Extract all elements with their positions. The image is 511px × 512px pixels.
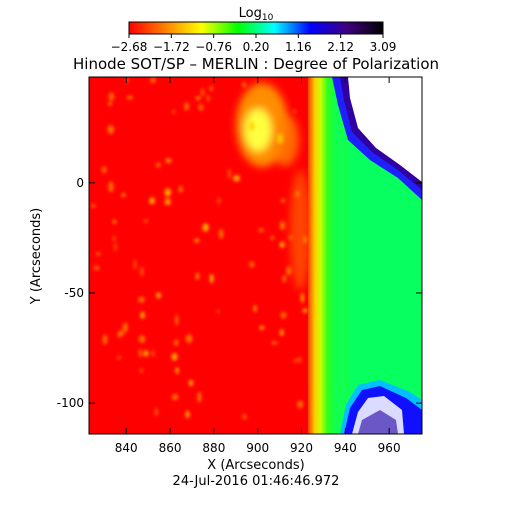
x-axis-label: X (Arcseconds)	[207, 458, 304, 473]
colorbar	[128, 21, 384, 35]
colorbar-tick-label: −1.72	[153, 40, 190, 54]
heatmap	[89, 77, 422, 434]
y-axis: 0 -50 -100	[57, 176, 422, 410]
y-tick-label: 0	[76, 176, 84, 190]
colorbar-tick-label: 0.20	[243, 40, 270, 54]
x-tick-label: 860	[159, 441, 182, 455]
heatmap-region-limb	[308, 77, 336, 434]
x-tick-label: 960	[378, 441, 401, 455]
plot-frame	[88, 76, 423, 435]
x-tick-label: 900	[246, 441, 269, 455]
colorbar-tick-label: 1.16	[285, 40, 312, 54]
colorbar-label: Log10	[239, 6, 274, 23]
heatmap-region-nodata-bottom	[340, 380, 422, 434]
x-tick-label: 840	[115, 441, 138, 455]
x-tick-label: 880	[202, 441, 225, 455]
footer-timestamp: 24-Jul-2016 01:46:46.972	[173, 474, 340, 489]
heatmap-speckles	[91, 77, 308, 420]
colorbar-tick-label: 2.12	[327, 40, 354, 54]
heatmap-region-bright-network	[236, 83, 310, 290]
heatmap-region-nodata-top	[332, 77, 422, 200]
y-tick-label: -50	[64, 286, 84, 300]
y-tick-label: -100	[57, 396, 84, 410]
colorbar-ticks: −2.68 −1.72 −0.76 0.20 1.16 2.12 3.09	[111, 34, 397, 54]
x-tick-label: 920	[290, 441, 313, 455]
x-tick-label: 940	[334, 441, 357, 455]
colorbar-tick-label: 3.09	[370, 40, 397, 54]
chart-title: Hinode SOT/SP – MERLIN : Degree of Polar…	[73, 55, 439, 73]
y-axis-label: Y (Arcseconds)	[29, 208, 44, 305]
colorbar-tick-label: −0.76	[195, 40, 232, 54]
colorbar-tick-label: −2.68	[111, 40, 148, 54]
x-axis: 840 860 880 900 920 940 960	[115, 77, 401, 455]
